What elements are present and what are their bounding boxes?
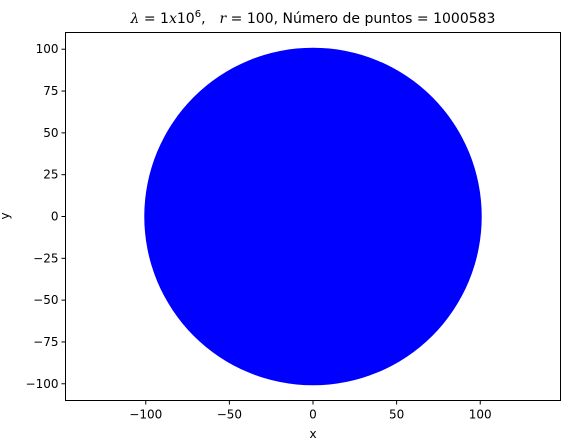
plot-layer [144,47,482,386]
x-tick-label: 50 [389,408,404,422]
title-lambda-eq: = 1 [139,11,169,27]
title-r-eq: = 100 [226,11,273,27]
y-tick-label: −100 [26,377,59,391]
x-tick-label: −50 [217,408,242,422]
scatter-points-disk [144,47,482,386]
title-comma: , [201,11,205,27]
y-axis-ticks: −100 −75 −50 −25 0 25 50 75 100 [26,42,66,391]
y-tick-label: −25 [33,251,58,265]
y-tick-label: 0 [51,210,59,224]
y-tick-label: 100 [36,42,59,56]
title-r: r [220,11,228,27]
x-axis-ticks: −100 −50 0 50 100 [129,400,492,422]
y-tick-label: −75 [33,335,58,349]
title-rest: , Número de puntos = 1000583 [274,11,496,27]
x-tick-label: 0 [309,408,317,422]
chart-title: λ = 1x106, r = 100, Número de puntos = 10… [130,9,496,27]
x-tick-label: 100 [469,408,492,422]
x-axis-label: x [309,427,316,441]
title-exponent: 6 [195,9,201,20]
y-tick-label: 25 [43,168,58,182]
x-tick-label: −100 [129,408,162,422]
y-tick-label: 50 [43,126,58,140]
title-lambda: λ [130,11,140,27]
y-tick-label: −50 [33,293,58,307]
y-axis-label: y [0,212,12,219]
title-ten: 10 [177,11,195,27]
y-tick-label: 75 [43,84,58,98]
title-x-var: x [169,11,177,27]
